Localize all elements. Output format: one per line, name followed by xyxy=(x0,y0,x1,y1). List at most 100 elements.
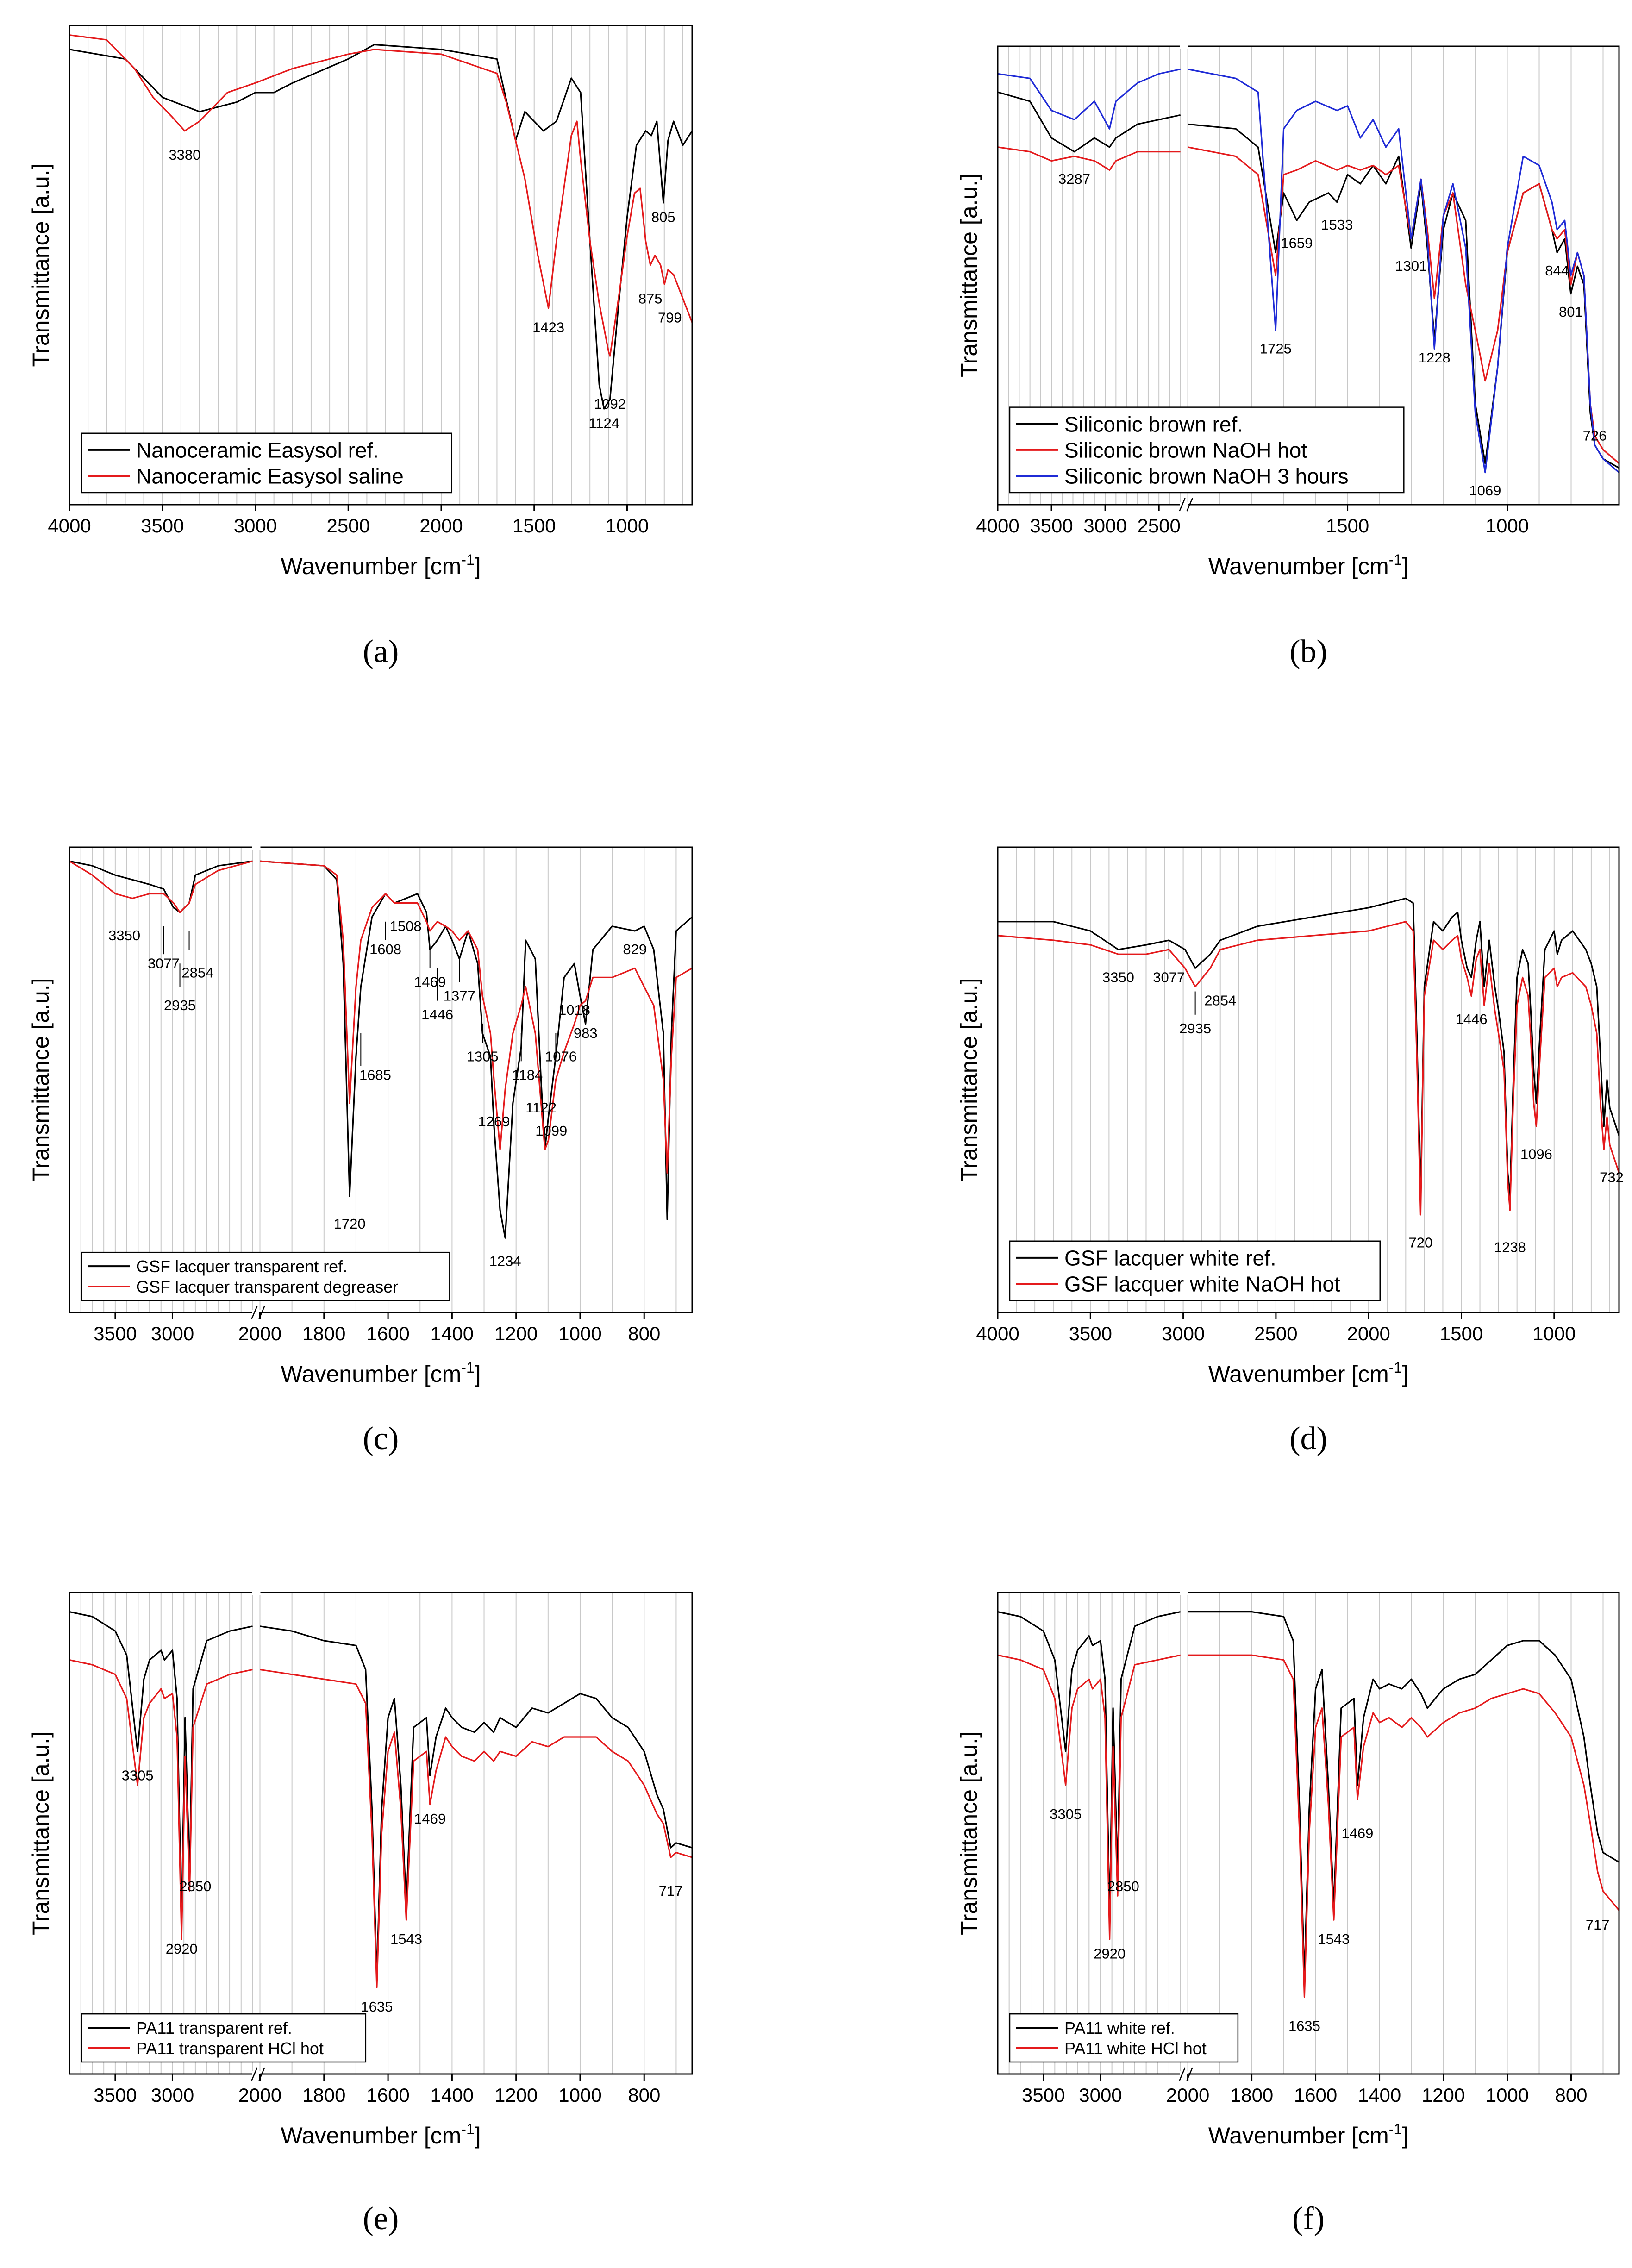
legend-box xyxy=(1009,1240,1381,1301)
legend: Siliconic brown ref.Siliconic brown NaOH… xyxy=(1009,406,1405,494)
panel-label: (b) xyxy=(1289,634,1327,669)
plot-frame xyxy=(997,45,1620,506)
legend-box xyxy=(1009,2013,1239,2063)
legend-entry: Siliconic brown NaOH 3 hours xyxy=(1064,464,1349,488)
legend-box xyxy=(81,432,453,494)
peak-label: 1543 xyxy=(390,1931,422,1947)
x-axis-title: Wavenumber [cm-1] xyxy=(1208,1359,1408,1387)
peak-label: 1184 xyxy=(512,1067,543,1083)
x-tick-label: 3000 xyxy=(151,1323,194,1344)
x-tick-label: 2500 xyxy=(1137,515,1180,537)
peak-label: 1234 xyxy=(489,1253,521,1269)
axis-break-gap xyxy=(252,1590,261,1595)
peak-label: 1269 xyxy=(478,1113,510,1130)
y-axis-title: Transmittance [a.u.] xyxy=(28,1731,54,1935)
chart-panel-a: 3380 1423 805 875 799 1092 1124 4000 3500 3000 250… xyxy=(28,25,693,669)
peak-label: 2854 xyxy=(181,964,213,981)
axis-break-mark xyxy=(1179,498,1186,512)
peak-label: 732 xyxy=(1600,1169,1624,1186)
peak-label: 3380 xyxy=(169,147,200,163)
legend-entry: GSF lacquer transparent ref. xyxy=(136,1257,347,1276)
axis-break-gap xyxy=(1180,1590,1188,1595)
peak-label: 717 xyxy=(1586,1917,1610,1933)
peak-label: 1069 xyxy=(1469,482,1501,499)
peak-label: 2920 xyxy=(166,1941,198,1957)
peak-label: 1469 xyxy=(414,1811,446,1827)
x-tick-label: 2000 xyxy=(238,2084,281,2106)
series-line-1 xyxy=(997,91,1619,469)
legend-entry: Nanoceramic Easysol saline xyxy=(136,464,404,488)
x-tick-label: 1500 xyxy=(1326,515,1369,537)
chart-panel-d: 3350 3077 2935 2854 720 1446 1238 1096 732 4000 35… xyxy=(956,846,1624,1456)
peak-label: 1685 xyxy=(359,1067,391,1083)
x-tick-label: 2500 xyxy=(327,515,370,537)
x-axis-title: Wavenumber [cm-1] xyxy=(1208,551,1408,579)
legend-entry: Siliconic brown ref. xyxy=(1064,412,1243,436)
x-tick-label: 3500 xyxy=(1022,2084,1065,2106)
x-tick-label: 3000 xyxy=(1162,1323,1205,1344)
legend: PA11 transparent ref. PA11 transparent HC… xyxy=(81,2013,367,2063)
x-tick-label: 1000 xyxy=(558,2084,601,2106)
x-tick-label: 1600 xyxy=(366,2084,409,2106)
plot-frame xyxy=(69,1592,693,2075)
y-axis-title: Transmittance [a.u.] xyxy=(956,978,982,1182)
peak-label: 1018 xyxy=(558,1002,590,1018)
peak-label: 983 xyxy=(574,1025,598,1041)
x-tick-label: 1800 xyxy=(302,2084,345,2106)
legend-entry: Siliconic brown NaOH hot xyxy=(1064,438,1307,462)
peak-label: 3077 xyxy=(148,955,180,971)
peak-label: 1608 xyxy=(369,941,401,957)
peak-label: 2935 xyxy=(164,997,196,1013)
legend-box xyxy=(81,1251,450,1301)
x-tick-label: 1200 xyxy=(1422,2084,1465,2106)
peak-label: 875 xyxy=(638,290,663,306)
x-tick-label: 3500 xyxy=(1069,1323,1112,1344)
x-tick-label: 3500 xyxy=(1030,515,1073,537)
peak-label: 3077 xyxy=(1153,969,1185,985)
series-line-1 xyxy=(998,897,1620,1197)
peak-label: 3305 xyxy=(122,1768,154,1784)
x-tick-label: 1600 xyxy=(366,1323,409,1344)
x-tick-label: 1200 xyxy=(494,1323,538,1344)
x-tick-label: 1400 xyxy=(431,2084,474,2106)
series-line-2 xyxy=(69,860,693,1174)
x-tick-label: 800 xyxy=(1555,2084,1587,2106)
peak-label: 720 xyxy=(1408,1234,1432,1250)
x-tick-label: 3000 xyxy=(151,2084,194,2106)
peak-label: 3350 xyxy=(108,927,140,943)
x-tick-label: 2500 xyxy=(1254,1323,1297,1344)
axis-break-gap xyxy=(252,844,261,850)
peak-label: 1122 xyxy=(525,1100,557,1116)
plot-frame xyxy=(997,846,1620,1313)
peak-label: 1301 xyxy=(1395,258,1427,274)
axis-break-gap xyxy=(1180,44,1188,49)
plot-frame xyxy=(997,1592,1620,2075)
peak-label: 2920 xyxy=(1094,1945,1126,1962)
y-axis-title: Transmittance [a.u.] xyxy=(956,1731,982,1935)
peak-label: 1228 xyxy=(1419,350,1451,366)
panel-label: (d) xyxy=(1289,1421,1327,1456)
peak-label: 801 xyxy=(1559,304,1583,320)
peak-label: 1508 xyxy=(390,918,422,934)
x-tick-label: 3000 xyxy=(1079,2084,1122,2106)
legend-entry: GSF lacquer transparent degreaser xyxy=(136,1277,398,1296)
peak-label: 1377 xyxy=(444,988,475,1004)
x-tick-label: 2000 xyxy=(238,1323,281,1344)
x-tick-label: 1000 xyxy=(606,515,649,537)
peak-label: 3350 xyxy=(1102,969,1134,985)
x-tick-label: 800 xyxy=(628,1323,660,1344)
x-tick-label: 1600 xyxy=(1294,2084,1337,2106)
panel-label: (f) xyxy=(1292,2201,1325,2237)
peak-label: 1096 xyxy=(1520,1146,1552,1162)
series-line-2 xyxy=(997,146,1620,464)
series-line-1 xyxy=(69,860,693,1239)
legend-entry: PA11 transparent HCl hot xyxy=(136,2039,324,2058)
x-tick-label: 1000 xyxy=(1486,515,1529,537)
peak-label: 805 xyxy=(651,209,675,225)
x-axis-title: Wavenumber [cm-1] xyxy=(281,1359,481,1387)
chart-panel-f: 3305 2850 2920 1635 1543 1469 717 3500 3000 2000 1… xyxy=(956,1590,1620,2237)
legend-entry: GSF lacquer white ref. xyxy=(1064,1246,1276,1270)
x-tick-label: 4000 xyxy=(976,1323,1019,1344)
